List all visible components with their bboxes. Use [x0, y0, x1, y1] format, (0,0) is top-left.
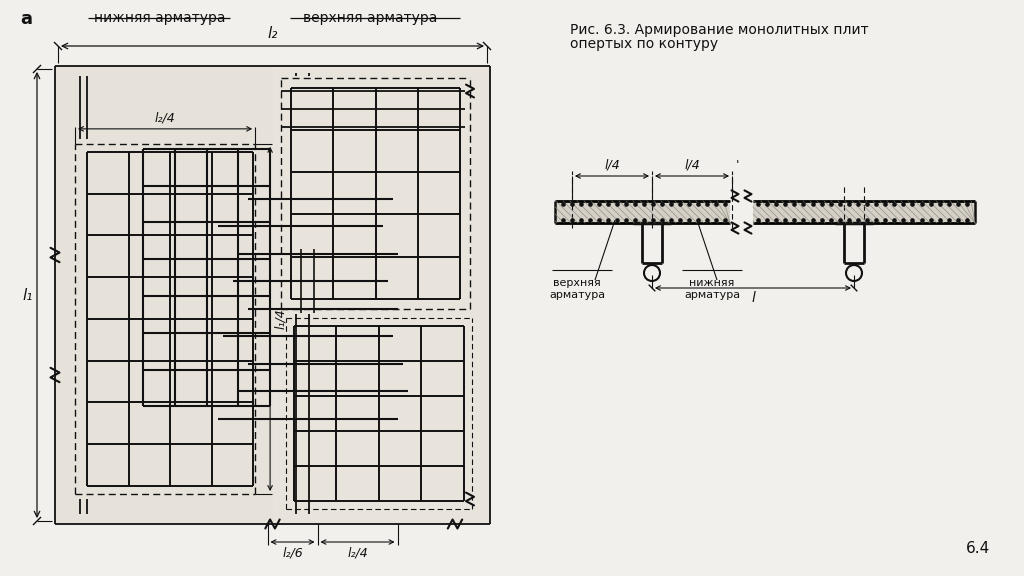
Text: верхняя арматура: верхняя арматура: [303, 11, 437, 25]
Text: l₂: l₂: [267, 26, 278, 41]
Text: верхняя
арматура: верхняя арматура: [549, 278, 605, 300]
Text: опертых по контуру: опертых по контуру: [570, 37, 718, 51]
Bar: [753, 201, 975, 223]
Text: Рис. 6.3. Армирование монолитных плит: Рис. 6.3. Армирование монолитных плит: [570, 23, 868, 37]
Text: l₂/4: l₂/4: [155, 112, 175, 125]
Text: l/4: l/4: [604, 159, 620, 172]
Bar: [753, 201, 975, 223]
Bar: [272, 66, 490, 524]
Text: l₁/4: l₁/4: [274, 309, 287, 329]
Text: a: a: [20, 10, 32, 28]
Text: 6.4: 6.4: [966, 541, 990, 556]
Bar: [555, 201, 730, 223]
Text: нижняя арматура: нижняя арматура: [94, 11, 225, 25]
Text: l₂/6: l₂/6: [283, 546, 303, 559]
Text: l/4: l/4: [684, 159, 699, 172]
Text: l: l: [751, 291, 755, 305]
Text: l₁: l₁: [23, 287, 33, 302]
Bar: [55, 66, 272, 524]
Bar: [555, 201, 730, 223]
Text: l₂/4: l₂/4: [347, 546, 368, 559]
Text: ': ': [736, 159, 739, 172]
Text: нижняя
арматура: нижняя арматура: [684, 278, 740, 300]
